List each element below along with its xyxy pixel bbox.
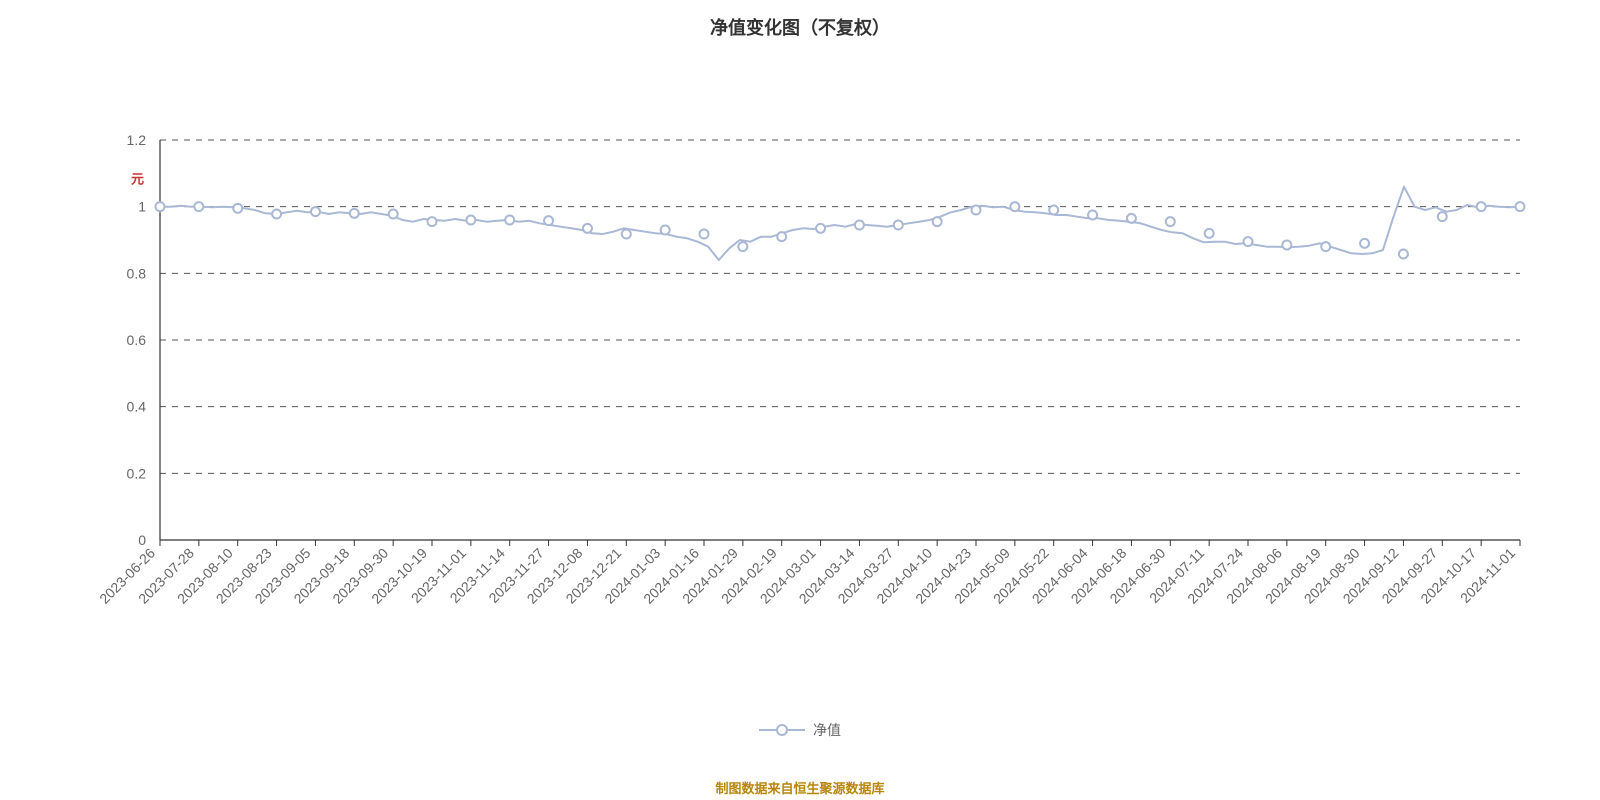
series-marker	[1477, 202, 1486, 211]
series-marker	[505, 216, 514, 225]
series-marker	[1282, 241, 1291, 250]
series-marker	[311, 207, 320, 216]
series-marker	[1516, 202, 1525, 211]
legend-swatch	[759, 723, 805, 737]
legend-label: 净值	[813, 720, 841, 740]
series-marker	[583, 224, 592, 233]
chart-title: 净值变化图（不复权）	[0, 0, 1600, 40]
chart-container: 净值变化图（不复权） 00.20.40.60.811.2元2023-06-262…	[0, 0, 1600, 800]
series-marker	[855, 221, 864, 230]
legend-item: 净值	[759, 720, 841, 740]
series-marker	[738, 242, 747, 251]
series-marker	[1321, 242, 1330, 251]
series-marker	[1399, 250, 1408, 259]
series-marker	[700, 230, 709, 239]
y-tick-label: 0.6	[127, 332, 147, 348]
series-marker	[544, 216, 553, 225]
series-marker	[894, 221, 903, 230]
series-marker	[816, 224, 825, 233]
series-marker	[661, 226, 670, 235]
y-tick-label: 1	[138, 199, 146, 215]
series-marker	[1049, 206, 1058, 215]
series-marker	[1360, 239, 1369, 248]
y-unit-mark: 元	[131, 171, 144, 186]
series-marker	[466, 216, 475, 225]
series-marker	[972, 206, 981, 215]
line-chart: 00.20.40.60.811.2元2023-06-262023-07-2820…	[0, 40, 1600, 740]
series-marker	[1438, 212, 1447, 221]
series-marker	[156, 202, 165, 211]
series-marker	[1088, 211, 1097, 220]
series-marker	[933, 217, 942, 226]
series-marker	[389, 210, 398, 219]
series-marker	[233, 204, 242, 213]
series-marker	[272, 210, 281, 219]
series-marker	[1166, 217, 1175, 226]
series-marker	[350, 209, 359, 218]
series-marker	[1205, 229, 1214, 238]
y-tick-label: 1.2	[127, 132, 147, 148]
series-marker	[428, 217, 437, 226]
legend: 净值	[0, 720, 1600, 740]
chart-footer: 制图数据来自恒生聚源数据库	[0, 778, 1600, 797]
y-tick-label: 0.2	[127, 465, 147, 481]
series-marker	[1010, 202, 1019, 211]
series-marker	[1244, 237, 1253, 246]
series-line	[160, 187, 1520, 260]
series-marker	[1127, 214, 1136, 223]
series-marker	[194, 202, 203, 211]
y-tick-label: 0.8	[127, 265, 147, 281]
series-marker	[777, 232, 786, 241]
series-marker	[622, 230, 631, 239]
y-tick-label: 0.4	[127, 399, 147, 415]
